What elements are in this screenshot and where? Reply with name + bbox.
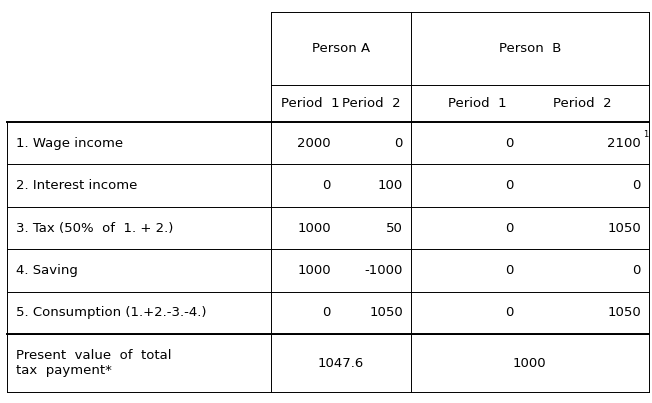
Text: 0: 0: [505, 306, 513, 320]
Text: 0: 0: [632, 179, 641, 192]
Text: Period  1: Period 1: [280, 97, 339, 110]
Text: 1000: 1000: [297, 264, 331, 277]
Text: 5. Consumption (1.+2.-3.-4.): 5. Consumption (1.+2.-3.-4.): [16, 306, 207, 320]
Text: 4. Saving: 4. Saving: [16, 264, 78, 277]
Text: 1047.6: 1047.6: [318, 357, 364, 370]
Text: 0: 0: [505, 137, 513, 150]
Text: -1000: -1000: [364, 264, 403, 277]
Text: Person  B: Person B: [499, 42, 561, 55]
Text: 0: 0: [323, 306, 331, 320]
Text: 0: 0: [632, 264, 641, 277]
Text: 1000: 1000: [513, 357, 546, 370]
Text: 0: 0: [394, 137, 403, 150]
Text: Period  2: Period 2: [553, 97, 612, 110]
Text: 1050: 1050: [369, 306, 403, 320]
Text: Period  1: Period 1: [448, 97, 507, 110]
Text: 2000: 2000: [297, 137, 331, 150]
Text: 2. Interest income: 2. Interest income: [16, 179, 138, 192]
Text: 1000: 1000: [297, 222, 331, 235]
Text: 0: 0: [323, 179, 331, 192]
Text: 1050: 1050: [607, 306, 641, 320]
Text: 100: 100: [378, 179, 403, 192]
Text: Period  2: Period 2: [342, 97, 401, 110]
Text: 1050: 1050: [607, 222, 641, 235]
Text: 1. Wage income: 1. Wage income: [16, 137, 123, 150]
Text: Present  value  of  total
tax  payment*: Present value of total tax payment*: [16, 349, 171, 377]
Text: 0: 0: [505, 179, 513, 192]
Text: 50: 50: [386, 222, 403, 235]
Text: 0: 0: [505, 264, 513, 277]
Text: 0: 0: [505, 222, 513, 235]
Text: 3. Tax (50%  of  1. + 2.): 3. Tax (50% of 1. + 2.): [16, 222, 173, 235]
Text: 2100: 2100: [607, 137, 641, 150]
Text: 1: 1: [643, 130, 648, 139]
Text: Person A: Person A: [312, 42, 370, 55]
